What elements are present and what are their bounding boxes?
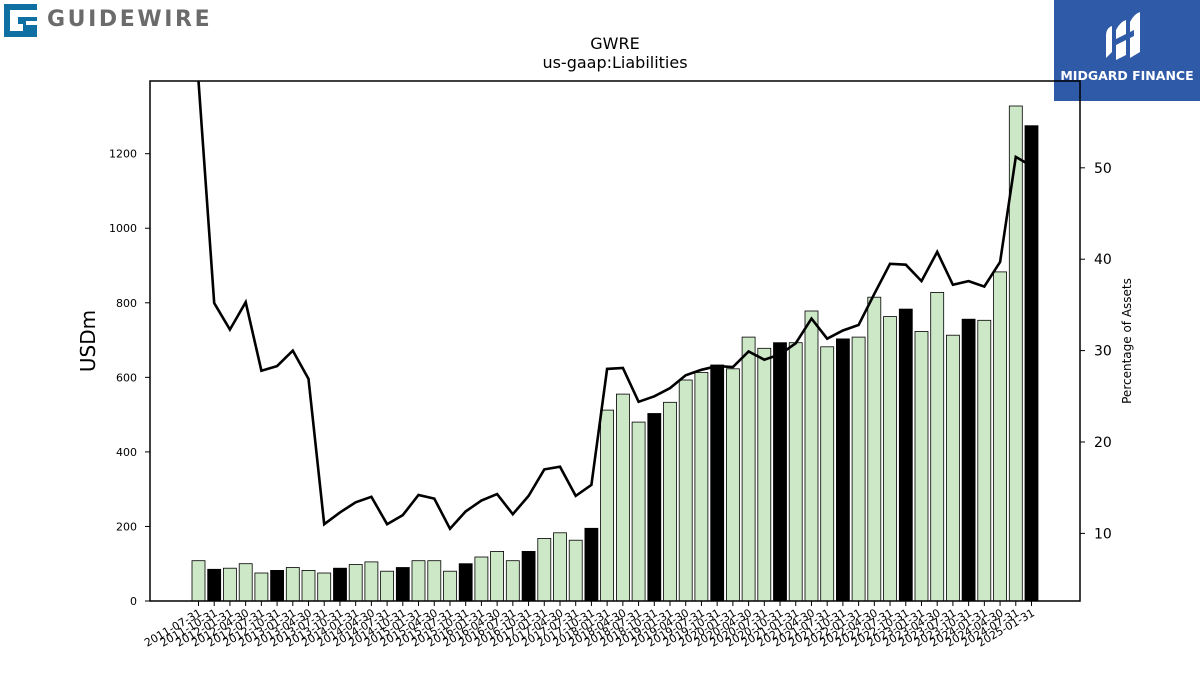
bar-2012-10-31 [270,570,285,602]
bar-2013-07-31 [317,572,332,602]
y-tick-label: 200 [116,520,137,533]
y-tick-label: 400 [116,446,137,459]
bar-2018-10-31 [647,413,662,602]
bar-2014-10-31 [395,567,410,602]
bar-2019-04-30 [678,379,693,602]
y-tick-label: 1000 [109,222,137,235]
bar-2021-07-31 [820,346,835,602]
bar-2022-01-31 [851,336,866,602]
chart-subtitle: us-gaap:Liabilities [542,53,687,72]
bar-2023-10-31 [961,318,976,602]
y-axis-left: 0 200 400 600 800 1000 1200 [109,148,150,608]
bar-2013-10-31 [333,567,347,602]
bar-2019-01-31 [663,401,677,602]
bar-2012-04-30 [238,563,253,602]
bar-2020-10-31 [773,342,787,602]
midgard-finance-name: MIDGARD FINANCE [1060,68,1194,83]
bar-2011-07-31 [191,560,206,602]
bar-2013-01-31 [285,567,300,602]
x-axis: 2011-07-312011-10-312012-01-312012-04-30… [142,601,1037,650]
bar-2021-01-31 [788,342,803,602]
guidewire-logo [4,4,37,37]
bar-2023-04-30 [930,291,945,602]
bar-2024-01-31 [977,319,992,602]
guidewire-wordmark: GUIDEWIRE [47,7,213,32]
y-tick-label: 0 [130,595,137,608]
bar-2012-01-31 [222,567,237,602]
bar-2019-07-31 [694,372,709,602]
plot-frame [149,80,1081,602]
y-tick-label: 1200 [109,148,137,161]
bar-2017-01-31 [537,538,552,602]
bar-2011-10-31 [207,568,222,602]
bar-2013-04-30 [301,570,316,602]
y2-axis-label: Percentage of Assets [1120,278,1134,404]
y2-tick-label: 20 [1094,435,1112,451]
midgard-emblem-icon [1106,12,1140,60]
bar-2014-01-31 [348,564,363,602]
y2-tick-label: 50 [1094,161,1112,177]
bar-2016-07-31 [505,560,520,602]
bar-2019-10-31 [710,364,725,602]
bar-2015-10-31 [458,563,473,602]
bar-2017-10-31 [584,527,599,602]
bar-2015-04-30 [427,560,442,602]
y2-tick-label: 30 [1094,344,1112,360]
chart-title: GWRE [590,34,639,53]
bar-2020-01-31 [726,368,740,602]
bar-2023-07-31 [946,334,960,602]
bar-2025-01-31 [1024,125,1039,602]
bar-2024-04-30 [993,271,1007,602]
bar-2014-07-31 [380,570,395,602]
y2-tick-label: 10 [1094,526,1112,542]
y2-tick-label: 40 [1094,252,1112,268]
y-tick-label: 600 [116,371,137,384]
bar-2021-04-30 [804,310,819,602]
y-axis-right: 10 20 30 40 50 [1080,161,1112,542]
bar-2020-04-30 [741,336,756,602]
bar-2017-04-30 [553,532,567,602]
bar-series [191,105,1039,602]
bar-2015-07-31 [443,570,457,602]
bar-2021-10-31 [836,338,850,602]
midgard-finance-logo: MIDGARD FINANCE [1054,0,1200,101]
bar-2022-10-31 [898,308,913,602]
guidewire-logo-mark [4,4,37,37]
y-axis-label: USDm [76,310,100,372]
bar-2018-01-31 [600,409,614,602]
bar-2022-04-30 [867,296,882,602]
bar-2020-07-31 [757,347,772,602]
bar-2015-01-31 [411,560,426,602]
bar-2012-07-31 [254,572,269,602]
bar-2016-01-31 [474,556,489,602]
y-tick-label: 800 [116,297,137,310]
bar-2018-04-30 [616,393,630,602]
bar-2022-07-31 [883,316,897,602]
bar-2017-07-31 [568,539,583,602]
bar-2016-10-31 [521,551,536,602]
bar-2018-07-31 [631,421,646,602]
percentage-of-assets-line [197,80,1033,532]
bar-2016-04-30 [490,551,505,602]
bar-2023-01-31 [914,331,929,602]
bar-2014-04-30 [364,561,379,602]
